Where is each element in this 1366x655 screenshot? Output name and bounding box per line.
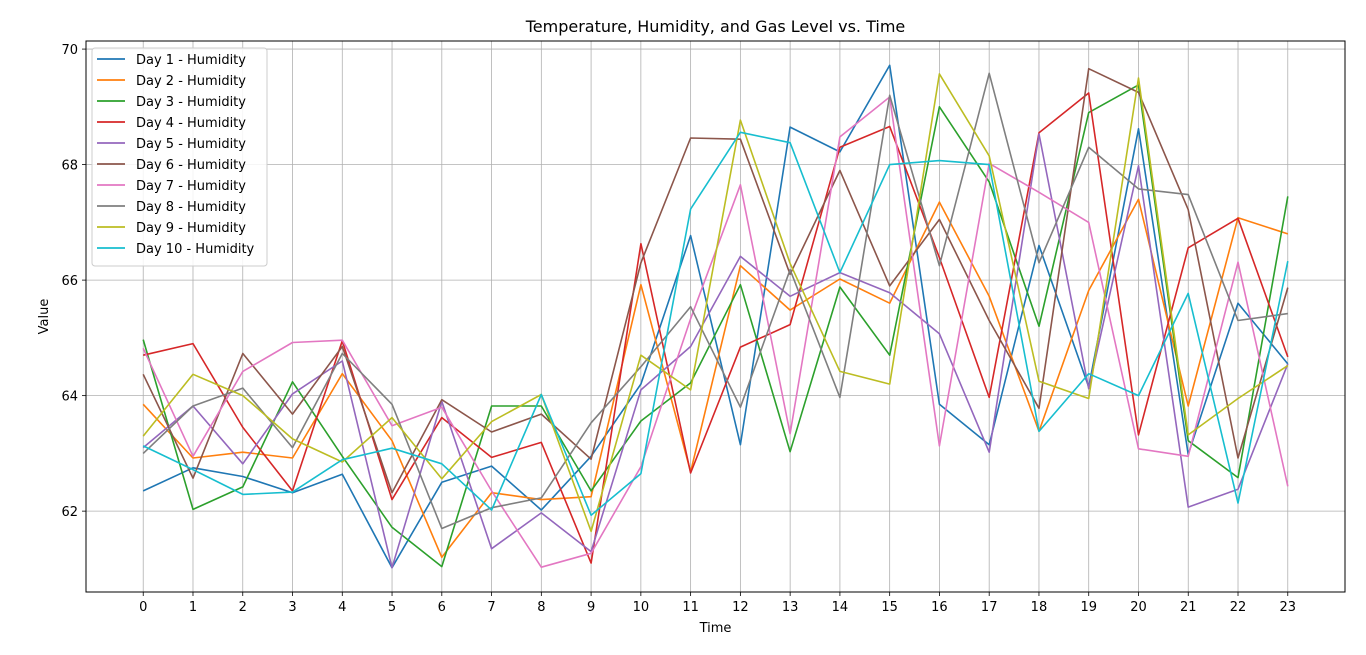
series-line-day-8 — [142, 72, 1288, 530]
series-line-day-6 — [142, 67, 1289, 494]
x-tick-label: 7 — [487, 600, 495, 615]
legend-label: Day 9 - Humidity — [136, 221, 246, 236]
x-tick-label: 22 — [1230, 600, 1247, 615]
legend-label: Day 5 - Humidity — [136, 137, 246, 152]
x-tick-label: 23 — [1279, 600, 1296, 615]
legend-item: Day 10 - Humidity — [97, 242, 255, 257]
x-tick-label: 16 — [931, 600, 948, 615]
legend-label: Day 2 - Humidity — [136, 74, 246, 89]
x-tick-label: 19 — [1080, 600, 1097, 615]
x-tick-label: 5 — [388, 600, 396, 615]
y-axis-label: Value — [37, 299, 52, 335]
legend-item: Day 9 - Humidity — [97, 221, 246, 236]
x-tick-label: 3 — [288, 600, 296, 615]
y-tick-label: 66 — [61, 274, 78, 289]
legend-item: Day 5 - Humidity — [97, 137, 246, 152]
y-axis-ticks: 62 64 66 68 70 — [61, 43, 86, 520]
x-tick-label: 0 — [139, 600, 147, 615]
series-line-day-3 — [142, 84, 1289, 568]
x-axis-ticks: 0 1 2 3 4 5 6 7 8 9 10 11 12 13 14 15 16 17 18 19 20 21 22 23 — [139, 592, 1296, 615]
y-tick-label: 68 — [61, 159, 78, 174]
legend-item: Day 3 - Humidity — [97, 95, 246, 110]
x-tick-label: 2 — [239, 600, 247, 615]
x-tick-label: 1 — [189, 600, 197, 615]
legend-item: Day 7 - Humidity — [97, 179, 246, 194]
x-tick-label: 10 — [633, 600, 650, 615]
series-line-day-2 — [142, 198, 1289, 559]
x-tick-label: 4 — [338, 600, 346, 615]
series-line-day-10 — [142, 131, 1289, 517]
legend: Day 1 - Humidity Day 2 - Humidity Day 3 - … — [91, 47, 268, 267]
x-tick-label: 15 — [881, 600, 898, 615]
y-tick-label: 64 — [61, 390, 78, 405]
x-tick-label: 6 — [438, 600, 446, 615]
legend-label: Day 3 - Humidity — [136, 95, 246, 110]
x-tick-label: 18 — [1031, 600, 1048, 615]
legend-item: Day 4 - Humidity — [97, 116, 246, 131]
x-tick-label: 13 — [782, 600, 799, 615]
legend-item: Day 1 - Humidity — [97, 53, 246, 68]
x-tick-label: 20 — [1130, 600, 1147, 615]
legend-item: Day 6 - Humidity — [97, 158, 246, 173]
series-line-day-5 — [142, 133, 1289, 569]
x-tick-label: 21 — [1180, 600, 1197, 615]
plot-frame — [85, 40, 1346, 593]
legend-label: Day 6 - Humidity — [136, 158, 246, 173]
legend-label: Day 4 - Humidity — [136, 116, 246, 131]
x-tick-label: 11 — [682, 600, 699, 615]
chart-title: Temperature, Humidity, and Gas Level vs.… — [525, 17, 906, 36]
x-tick-label: 12 — [732, 600, 749, 615]
legend-item: Day 8 - Humidity — [97, 200, 246, 215]
series-lines — [142, 64, 1289, 569]
x-tick-label: 14 — [832, 600, 849, 615]
legend-label: Day 10 - Humidity — [136, 242, 255, 257]
series-line-day-9 — [142, 73, 1289, 533]
x-axis-label: Time — [699, 621, 732, 636]
x-tick-label: 9 — [587, 600, 595, 615]
y-tick-label: 70 — [61, 43, 78, 58]
legend-box — [91, 47, 268, 267]
legend-label: Day 1 - Humidity — [136, 53, 246, 68]
y-tick-label: 62 — [61, 505, 78, 520]
legend-label: Day 7 - Humidity — [136, 179, 246, 194]
x-tick-label: 8 — [537, 600, 545, 615]
legend-label: Day 8 - Humidity — [136, 200, 246, 215]
x-tick-label: 17 — [981, 600, 998, 615]
legend-item: Day 2 - Humidity — [97, 74, 246, 89]
